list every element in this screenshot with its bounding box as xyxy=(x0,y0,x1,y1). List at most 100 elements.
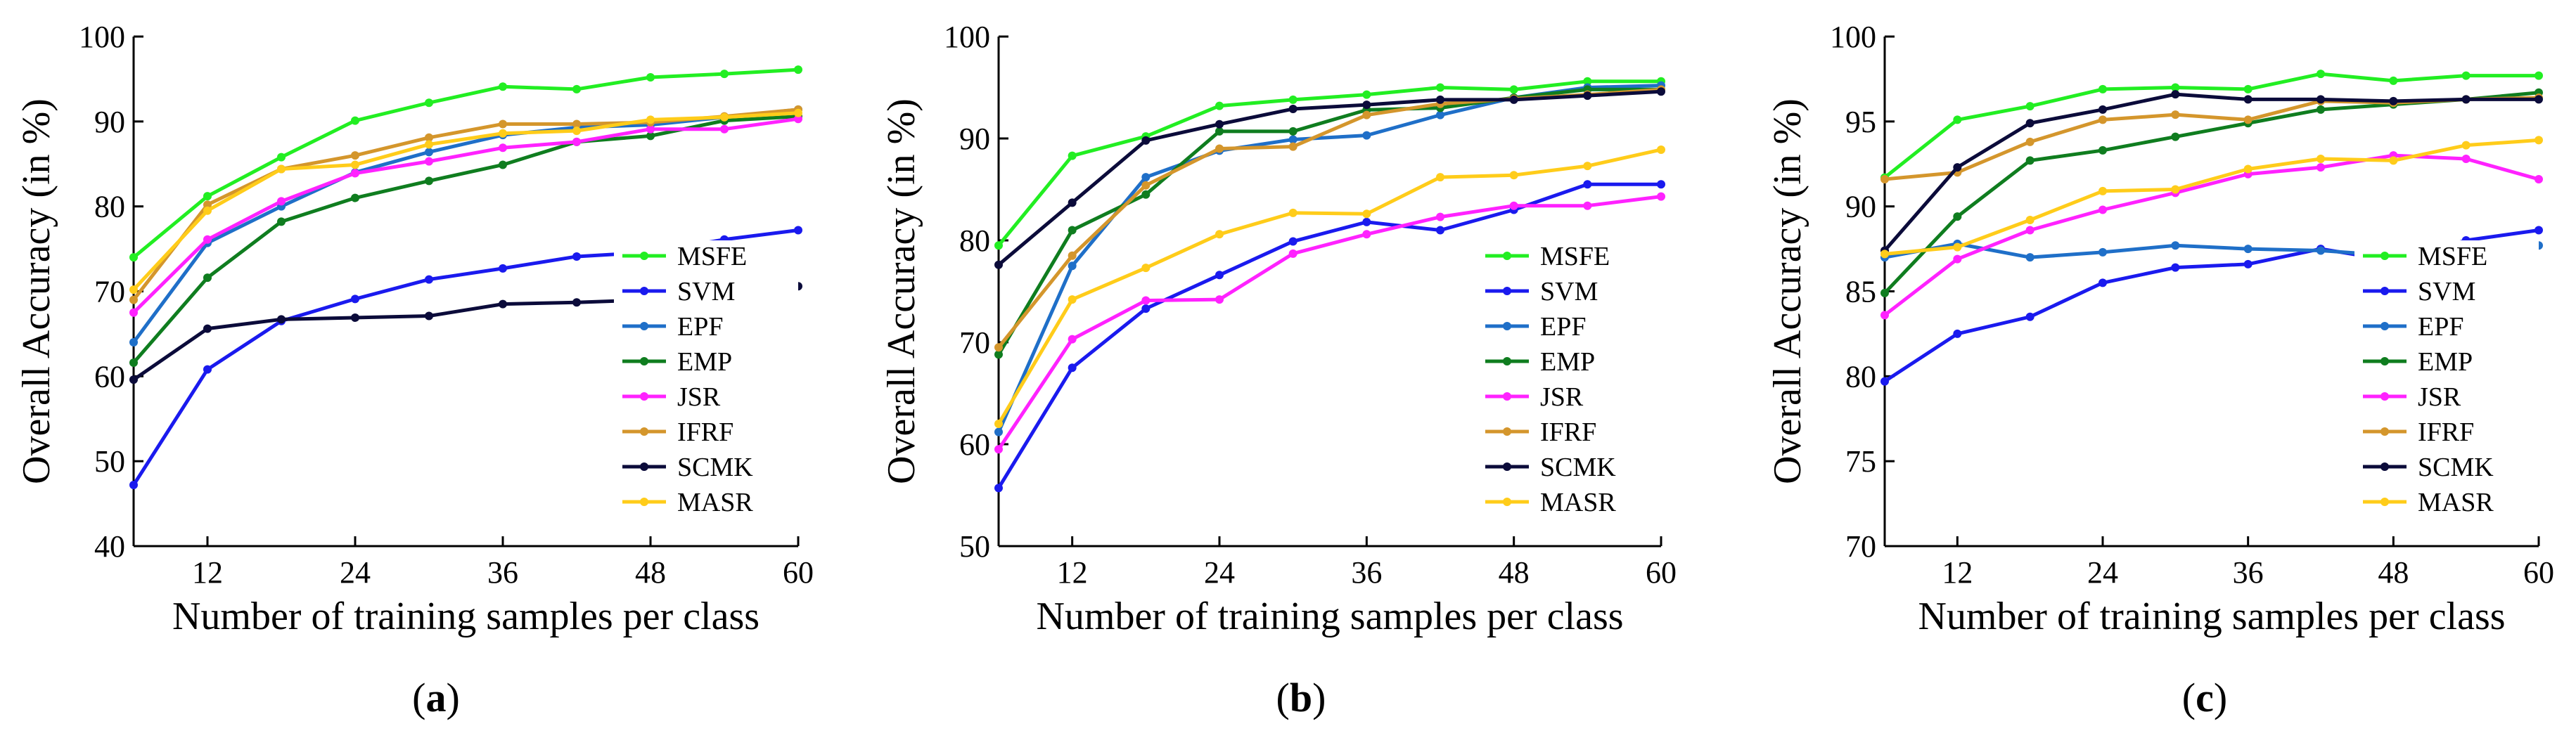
legend-marker xyxy=(2380,392,2389,401)
data-point xyxy=(572,127,581,136)
data-point xyxy=(2171,241,2180,250)
data-point xyxy=(1141,304,1151,313)
data-point xyxy=(1436,95,1444,104)
data-point xyxy=(572,298,581,307)
data-point xyxy=(129,253,138,262)
legend-label: IFRF xyxy=(1540,417,1596,447)
data-point xyxy=(2389,96,2398,105)
data-point xyxy=(2025,102,2034,111)
legend-label: MASR xyxy=(1540,488,1616,517)
data-point xyxy=(499,119,507,129)
legend-label: SVM xyxy=(2418,277,2475,306)
data-point xyxy=(994,427,1003,436)
series-svm xyxy=(994,180,1665,493)
data-point xyxy=(1141,136,1151,145)
panel-label: (c) xyxy=(2182,675,2227,720)
data-point xyxy=(351,160,359,169)
data-point xyxy=(2535,226,2543,235)
legend-label: MSFE xyxy=(1540,242,1610,271)
data-point xyxy=(1215,230,1224,239)
data-point xyxy=(1880,377,1889,386)
data-point xyxy=(720,124,729,134)
data-point xyxy=(203,206,212,215)
data-point xyxy=(1215,101,1224,110)
series-msfe xyxy=(129,65,802,262)
legend-label: EPF xyxy=(2418,312,2463,342)
data-point xyxy=(794,65,802,75)
data-point xyxy=(1953,254,1962,264)
data-point xyxy=(2317,163,2325,172)
x-tick-label: 12 xyxy=(192,555,223,590)
data-point xyxy=(2025,137,2034,146)
x-tick-label: 60 xyxy=(783,555,814,590)
data-point xyxy=(351,151,359,160)
data-point xyxy=(2025,119,2034,128)
data-point xyxy=(2461,71,2471,80)
data-point xyxy=(1509,85,1518,94)
data-point xyxy=(1657,87,1665,96)
legend-marker xyxy=(2380,357,2389,365)
legend-marker xyxy=(1503,392,1511,401)
data-point xyxy=(425,148,433,157)
data-point xyxy=(277,164,286,174)
data-point xyxy=(2098,205,2107,214)
y-tick-label: 50 xyxy=(959,529,990,564)
data-point xyxy=(129,338,138,347)
data-point xyxy=(1583,162,1592,171)
data-point xyxy=(2389,156,2398,165)
legend-marker xyxy=(2380,427,2389,436)
data-point xyxy=(2171,132,2180,141)
y-tick-label: 90 xyxy=(959,122,990,156)
data-point xyxy=(1141,181,1151,190)
legend-label: JSR xyxy=(1540,382,1584,412)
data-point xyxy=(2098,115,2107,124)
data-point xyxy=(794,226,802,235)
data-point xyxy=(572,252,581,261)
legend-label: EMP xyxy=(1540,347,1595,377)
data-point xyxy=(1953,163,1962,172)
data-point xyxy=(1583,77,1592,86)
x-tick-label: 36 xyxy=(487,555,518,590)
legend-label: MASR xyxy=(677,488,753,517)
y-tick-label: 80 xyxy=(1845,359,1876,394)
data-point xyxy=(1141,190,1151,199)
series-ifrf xyxy=(1880,93,2543,183)
data-point xyxy=(1288,142,1297,151)
y-axis-title: Overall Accuracy (in %) xyxy=(15,98,58,484)
series-line xyxy=(132,67,799,259)
chart-panel-b: 50 60 70 80 90 100 12 24 36 48 60 Number of trainin… xyxy=(880,20,1677,720)
legend-marker xyxy=(640,287,648,295)
data-point xyxy=(1953,242,1962,252)
data-point xyxy=(1657,192,1665,201)
series-line xyxy=(997,89,1662,266)
y-tick-label: 80 xyxy=(94,190,125,224)
x-tick-label: 60 xyxy=(2523,555,2554,590)
legend-marker xyxy=(2380,287,2389,295)
series-line xyxy=(997,87,1661,356)
data-point xyxy=(1215,271,1224,280)
series-line xyxy=(1884,96,2539,181)
data-point xyxy=(994,445,1003,454)
legend-label: SCMK xyxy=(1540,453,1616,482)
series-line xyxy=(132,111,799,291)
legend-marker xyxy=(2380,252,2389,260)
series-msfe xyxy=(994,77,1665,250)
chart-panel-a: 40 50 60 70 80 90 100 12 24 36 48 60 Number of train… xyxy=(15,20,814,720)
data-point xyxy=(2461,95,2471,104)
x-axis-title: Number of training samples per class xyxy=(1036,595,1623,638)
data-point xyxy=(1068,251,1077,260)
data-point xyxy=(1436,83,1444,92)
data-point xyxy=(2317,70,2325,79)
data-point xyxy=(277,197,286,206)
data-point xyxy=(646,131,655,141)
data-point xyxy=(499,264,507,273)
data-point xyxy=(129,481,138,489)
data-point xyxy=(129,295,138,304)
data-point xyxy=(1953,329,1962,338)
data-point xyxy=(499,299,507,309)
y-tick-label: 90 xyxy=(1845,190,1876,224)
legend-label: SVM xyxy=(677,277,735,306)
data-point xyxy=(1880,288,1889,297)
data-point xyxy=(351,116,359,125)
